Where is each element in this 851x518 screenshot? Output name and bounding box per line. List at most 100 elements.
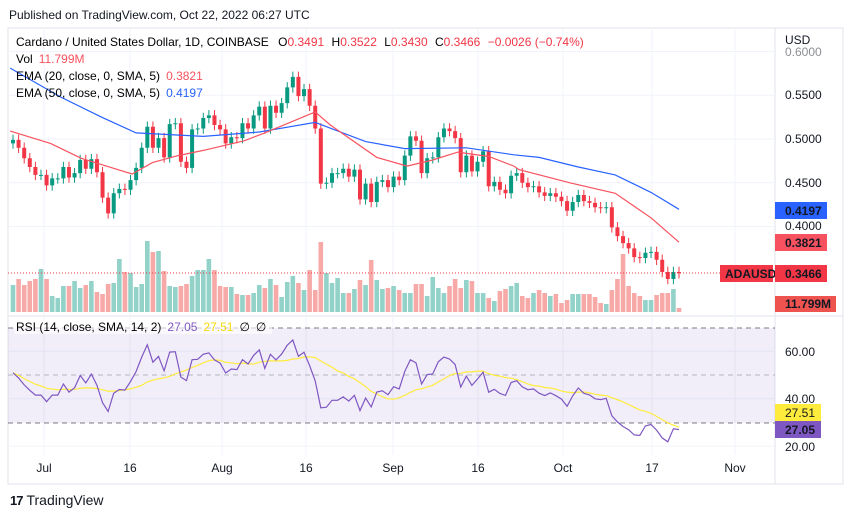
candle-up	[61, 167, 66, 179]
volume-bar	[173, 287, 178, 312]
candle-up	[335, 173, 340, 175]
candle-up	[285, 87, 290, 104]
volume-bar	[251, 293, 256, 312]
candle-up	[481, 151, 486, 162]
candle-down	[262, 106, 267, 129]
candle-up	[257, 106, 262, 116]
candle-down	[537, 186, 542, 193]
candle-up	[195, 128, 200, 130]
time-axis[interactable]: Jul 16 Aug 16 Sep 16 Oct 17 Nov	[36, 461, 745, 475]
volume-bar	[33, 279, 38, 312]
candle-up	[391, 176, 396, 188]
low-value: 0.3430	[391, 35, 428, 49]
candle-up	[643, 252, 648, 258]
candle-up	[341, 168, 346, 174]
candle-up	[201, 118, 206, 129]
candle-down	[615, 227, 620, 237]
rsi-legend[interactable]: RSI (14, close, SMA, 14, 2) 27.05 27.51 ∅ ∅	[16, 320, 266, 334]
candle-down	[609, 207, 614, 228]
candle-up	[240, 123, 245, 139]
volume-bar	[430, 277, 436, 312]
volume-bar	[128, 273, 133, 312]
volume-bar	[178, 286, 184, 312]
symbol-title[interactable]: Cardano / United States Dollar, 1D, COIN…	[16, 35, 269, 49]
candle-down	[598, 207, 603, 209]
candle-up	[190, 129, 195, 168]
candle-up	[425, 158, 430, 174]
currency-label: USD	[785, 33, 811, 47]
volume-bar	[217, 286, 223, 312]
ema20-legend[interactable]: EMA (20, close, 0, SMA, 5) 0.3821	[16, 69, 203, 83]
volume-bar	[447, 286, 452, 312]
candle-down	[94, 159, 99, 173]
volume-bar	[94, 292, 100, 312]
candle-up	[492, 181, 497, 187]
candle-up	[139, 147, 144, 168]
volume-bar	[626, 286, 631, 312]
volume-bar	[536, 290, 542, 312]
volume-bar	[21, 285, 27, 312]
candle-down	[369, 183, 374, 202]
published-caption: Published on TradingView.com, Oct 22, 20…	[9, 8, 310, 22]
volume-bar	[256, 285, 262, 312]
volume-bar	[38, 269, 44, 312]
volume-bar	[581, 294, 587, 312]
price-tick: 0.5000	[785, 132, 822, 146]
rsi-tick: 40.00	[785, 392, 815, 406]
volume-bar	[240, 295, 245, 312]
volume-bar	[620, 254, 626, 312]
candle-up	[531, 186, 536, 188]
volume-bar	[648, 300, 654, 312]
chart-frame	[7, 27, 844, 485]
candle-down	[469, 155, 474, 172]
volume-bar	[441, 293, 447, 312]
candle-up	[38, 174, 43, 176]
rsi-axis[interactable]: 60.00 40.00 20.00	[785, 345, 815, 454]
volume-bar	[385, 288, 391, 312]
volume-legend[interactable]: Vol 11.799M	[16, 52, 85, 66]
ema50-value: 0.4197	[166, 86, 203, 100]
volume-bar	[436, 288, 441, 312]
volume-bar	[615, 279, 620, 312]
candle-up	[604, 207, 609, 209]
volume-bar	[374, 280, 380, 312]
volume-bar	[105, 284, 111, 312]
candle-up	[55, 178, 60, 180]
rsi-extra-2: ∅	[256, 320, 266, 334]
candle-up	[464, 155, 469, 173]
volume-bar	[559, 303, 564, 312]
volume-bar	[570, 294, 575, 312]
candle-up	[279, 103, 284, 113]
candle-down	[497, 181, 502, 190]
time-tick: 16	[123, 461, 137, 475]
candle-down	[525, 182, 530, 188]
volume-bar	[161, 271, 167, 312]
volume-bar	[66, 286, 72, 312]
price-tick: 0.4500	[785, 176, 822, 190]
candle-up	[649, 251, 654, 253]
ema20-line	[10, 111, 680, 243]
candle-up	[374, 181, 379, 202]
price-axis[interactable]: 0.6000 0.5500 0.5000 0.4500 0.4000	[785, 45, 822, 233]
candle-up	[78, 160, 83, 174]
candle-up	[50, 178, 55, 186]
volume-bar	[553, 294, 559, 312]
volume-bar	[503, 289, 508, 312]
time-tick: Nov	[724, 461, 745, 475]
volume-bar	[542, 293, 547, 312]
volume-bar	[654, 295, 659, 312]
volume-bar	[284, 282, 290, 312]
candle-up	[167, 124, 172, 158]
rsi-badge-text: 27.05	[785, 423, 815, 437]
tradingview-brand[interactable]: 17 TradingView	[10, 492, 104, 508]
volume-bar	[262, 288, 268, 312]
volume-bar	[408, 293, 413, 312]
volume-bar	[335, 278, 340, 312]
volume-bar	[307, 270, 312, 312]
volume-bar	[245, 295, 251, 312]
volume-bar	[514, 283, 519, 312]
time-tick: 16	[299, 461, 313, 475]
close-label: C	[435, 35, 444, 49]
ema50-legend[interactable]: EMA (50, close, 0, SMA, 5) 0.4197	[16, 86, 203, 100]
